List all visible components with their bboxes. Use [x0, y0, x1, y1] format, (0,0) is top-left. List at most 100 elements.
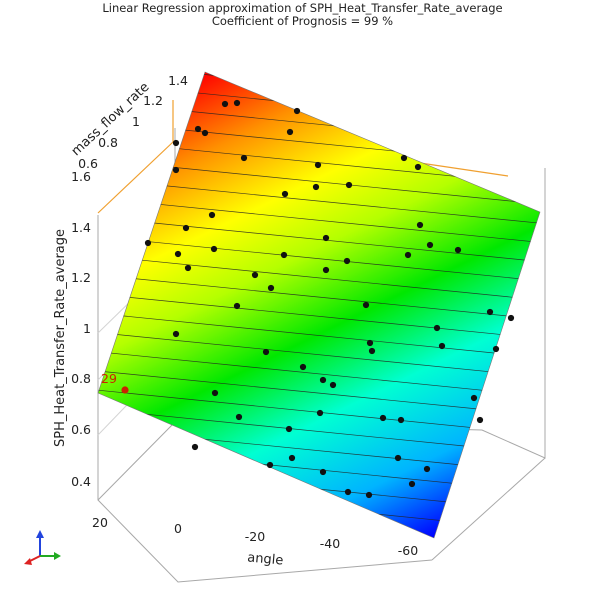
data-point: [433, 324, 441, 332]
data-point: [322, 234, 330, 242]
data-point: [172, 139, 180, 147]
data-point: [476, 416, 484, 424]
data-point: [201, 129, 209, 137]
data-point: [194, 125, 202, 133]
data-point: [319, 468, 327, 476]
data-point: [438, 342, 446, 350]
contour-line: [98, 234, 540, 284]
z-tick-label: 0.4: [71, 474, 91, 489]
data-point: [316, 409, 324, 417]
data-point: [426, 241, 434, 249]
y-tick-label: 1.2: [143, 93, 163, 108]
data-point: [379, 414, 387, 422]
data-point: [251, 271, 259, 279]
z-tick-label: 0.8: [71, 371, 91, 386]
data-point: [299, 363, 307, 371]
data-point: [233, 99, 241, 107]
data-point: [191, 443, 199, 451]
data-point: [174, 250, 182, 258]
xyz-axes-icon[interactable]: [24, 530, 61, 565]
chart-title: Linear Regression approximation of SPH_H…: [102, 1, 503, 15]
data-point: [319, 376, 327, 384]
z-tick-label: 1: [83, 321, 91, 336]
data-point: [507, 314, 515, 322]
data-point: [286, 128, 294, 136]
contour-line: [98, 215, 540, 264]
data-point: [208, 211, 216, 219]
y-tick-label: 0.8: [98, 135, 118, 150]
data-point: [492, 345, 500, 353]
data-point: [144, 239, 152, 247]
data-point: [368, 347, 376, 355]
x-tick-label: -20: [245, 529, 265, 544]
data-point: [343, 257, 351, 265]
highlight-point[interactable]: [121, 386, 129, 394]
data-point: [322, 266, 330, 274]
data-point: [314, 161, 322, 169]
x-tick-labels: 20 0 -20 -40 -60: [92, 515, 418, 558]
data-point: [366, 339, 374, 347]
z-axis-title: SPH_Heat_Transfer_Rate_average: [53, 229, 68, 447]
data-point: [486, 308, 494, 316]
chart-header: Linear Regression approximation of SPH_H…: [0, 2, 605, 28]
y-tick-label: 1.4: [168, 73, 188, 88]
sample-points: [144, 99, 515, 499]
data-point: [235, 413, 243, 421]
contour-line: [98, 253, 540, 303]
data-point: [233, 302, 241, 310]
data-point: [172, 330, 180, 338]
contour-line: [98, 311, 540, 360]
data-point: [344, 488, 352, 496]
data-point: [423, 465, 431, 473]
regression-surface[interactable]: [97, 71, 541, 539]
contour-line: [98, 272, 540, 322]
data-point: [288, 454, 296, 462]
z-tick-labels: 0.4 0.6 0.8 1 1.2 1.4 1.6: [71, 169, 91, 489]
chart-subtitle: Coefficient of Prognosis = 99 %: [211, 14, 394, 28]
data-point: [182, 224, 190, 232]
y-tick-label: 0.6: [78, 156, 98, 171]
contour-line: [98, 292, 540, 341]
data-point: [285, 425, 293, 433]
data-point: [408, 480, 416, 488]
data-point: [221, 100, 229, 108]
y-tick-labels: 0.60.8 11.2 1.4: [78, 73, 188, 171]
contour-line: [98, 349, 540, 399]
data-point: [400, 154, 408, 162]
data-point: [267, 284, 275, 292]
x-tick-label: -60: [398, 543, 418, 558]
x-axis-title: angle: [247, 550, 284, 568]
data-point: [470, 394, 478, 402]
data-point: [266, 461, 274, 469]
data-point: [404, 251, 412, 259]
highlight-point-label: 29: [101, 371, 117, 386]
data-point: [211, 389, 219, 397]
x-tick-label: -40: [320, 536, 340, 551]
data-point: [345, 181, 353, 189]
x-tick-label: 20: [92, 515, 108, 530]
data-point: [210, 245, 218, 253]
contour-line: [98, 484, 540, 533]
data-point: [454, 246, 462, 254]
z-tick-label: 1.4: [71, 220, 91, 235]
data-point: [416, 221, 424, 229]
data-point: [329, 381, 337, 389]
z-tick-label: 1.6: [71, 169, 91, 184]
data-point: [262, 348, 270, 356]
x-tick-label: 0: [174, 521, 182, 536]
data-point: [293, 107, 301, 115]
data-point: [184, 264, 192, 272]
data-point: [280, 251, 288, 259]
data-point: [414, 163, 422, 171]
data-point: [240, 154, 248, 162]
data-point: [281, 190, 289, 198]
data-point: [362, 301, 370, 309]
data-point: [397, 416, 405, 424]
y-tick-label: 1: [132, 114, 140, 129]
data-point: [365, 491, 373, 499]
data-point: [172, 166, 180, 174]
data-point: [394, 454, 402, 462]
z-tick-label: 0.6: [71, 422, 91, 437]
